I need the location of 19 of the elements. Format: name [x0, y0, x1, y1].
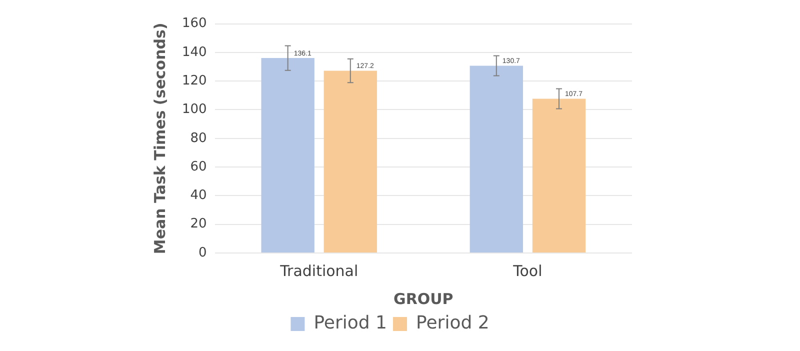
y-tick-label: 100 — [182, 102, 207, 118]
y-axis-title: Mean Task Times (seconds) — [150, 22, 169, 254]
y-tick-label: 120 — [182, 73, 207, 88]
legend-label: Period 2 — [416, 312, 490, 334]
y-tick-label: 160 — [182, 16, 207, 32]
y-tick-label: 40 — [190, 188, 207, 204]
bar — [532, 98, 586, 252]
x-tick-label: Tool — [512, 262, 542, 280]
bar — [470, 66, 524, 252]
y-tick-label: 20 — [190, 216, 207, 232]
y-tick-label: 140 — [182, 44, 207, 60]
x-axis-title: GROUP — [394, 290, 454, 308]
bar — [324, 70, 377, 252]
bar — [261, 58, 314, 252]
y-tick-label: 80 — [190, 130, 207, 146]
y-tick-label: 60 — [190, 159, 207, 174]
x-tick-label: Traditional — [279, 262, 358, 280]
legend-label: Period 1 — [314, 312, 388, 334]
y-tick-label: 0 — [198, 245, 207, 260]
